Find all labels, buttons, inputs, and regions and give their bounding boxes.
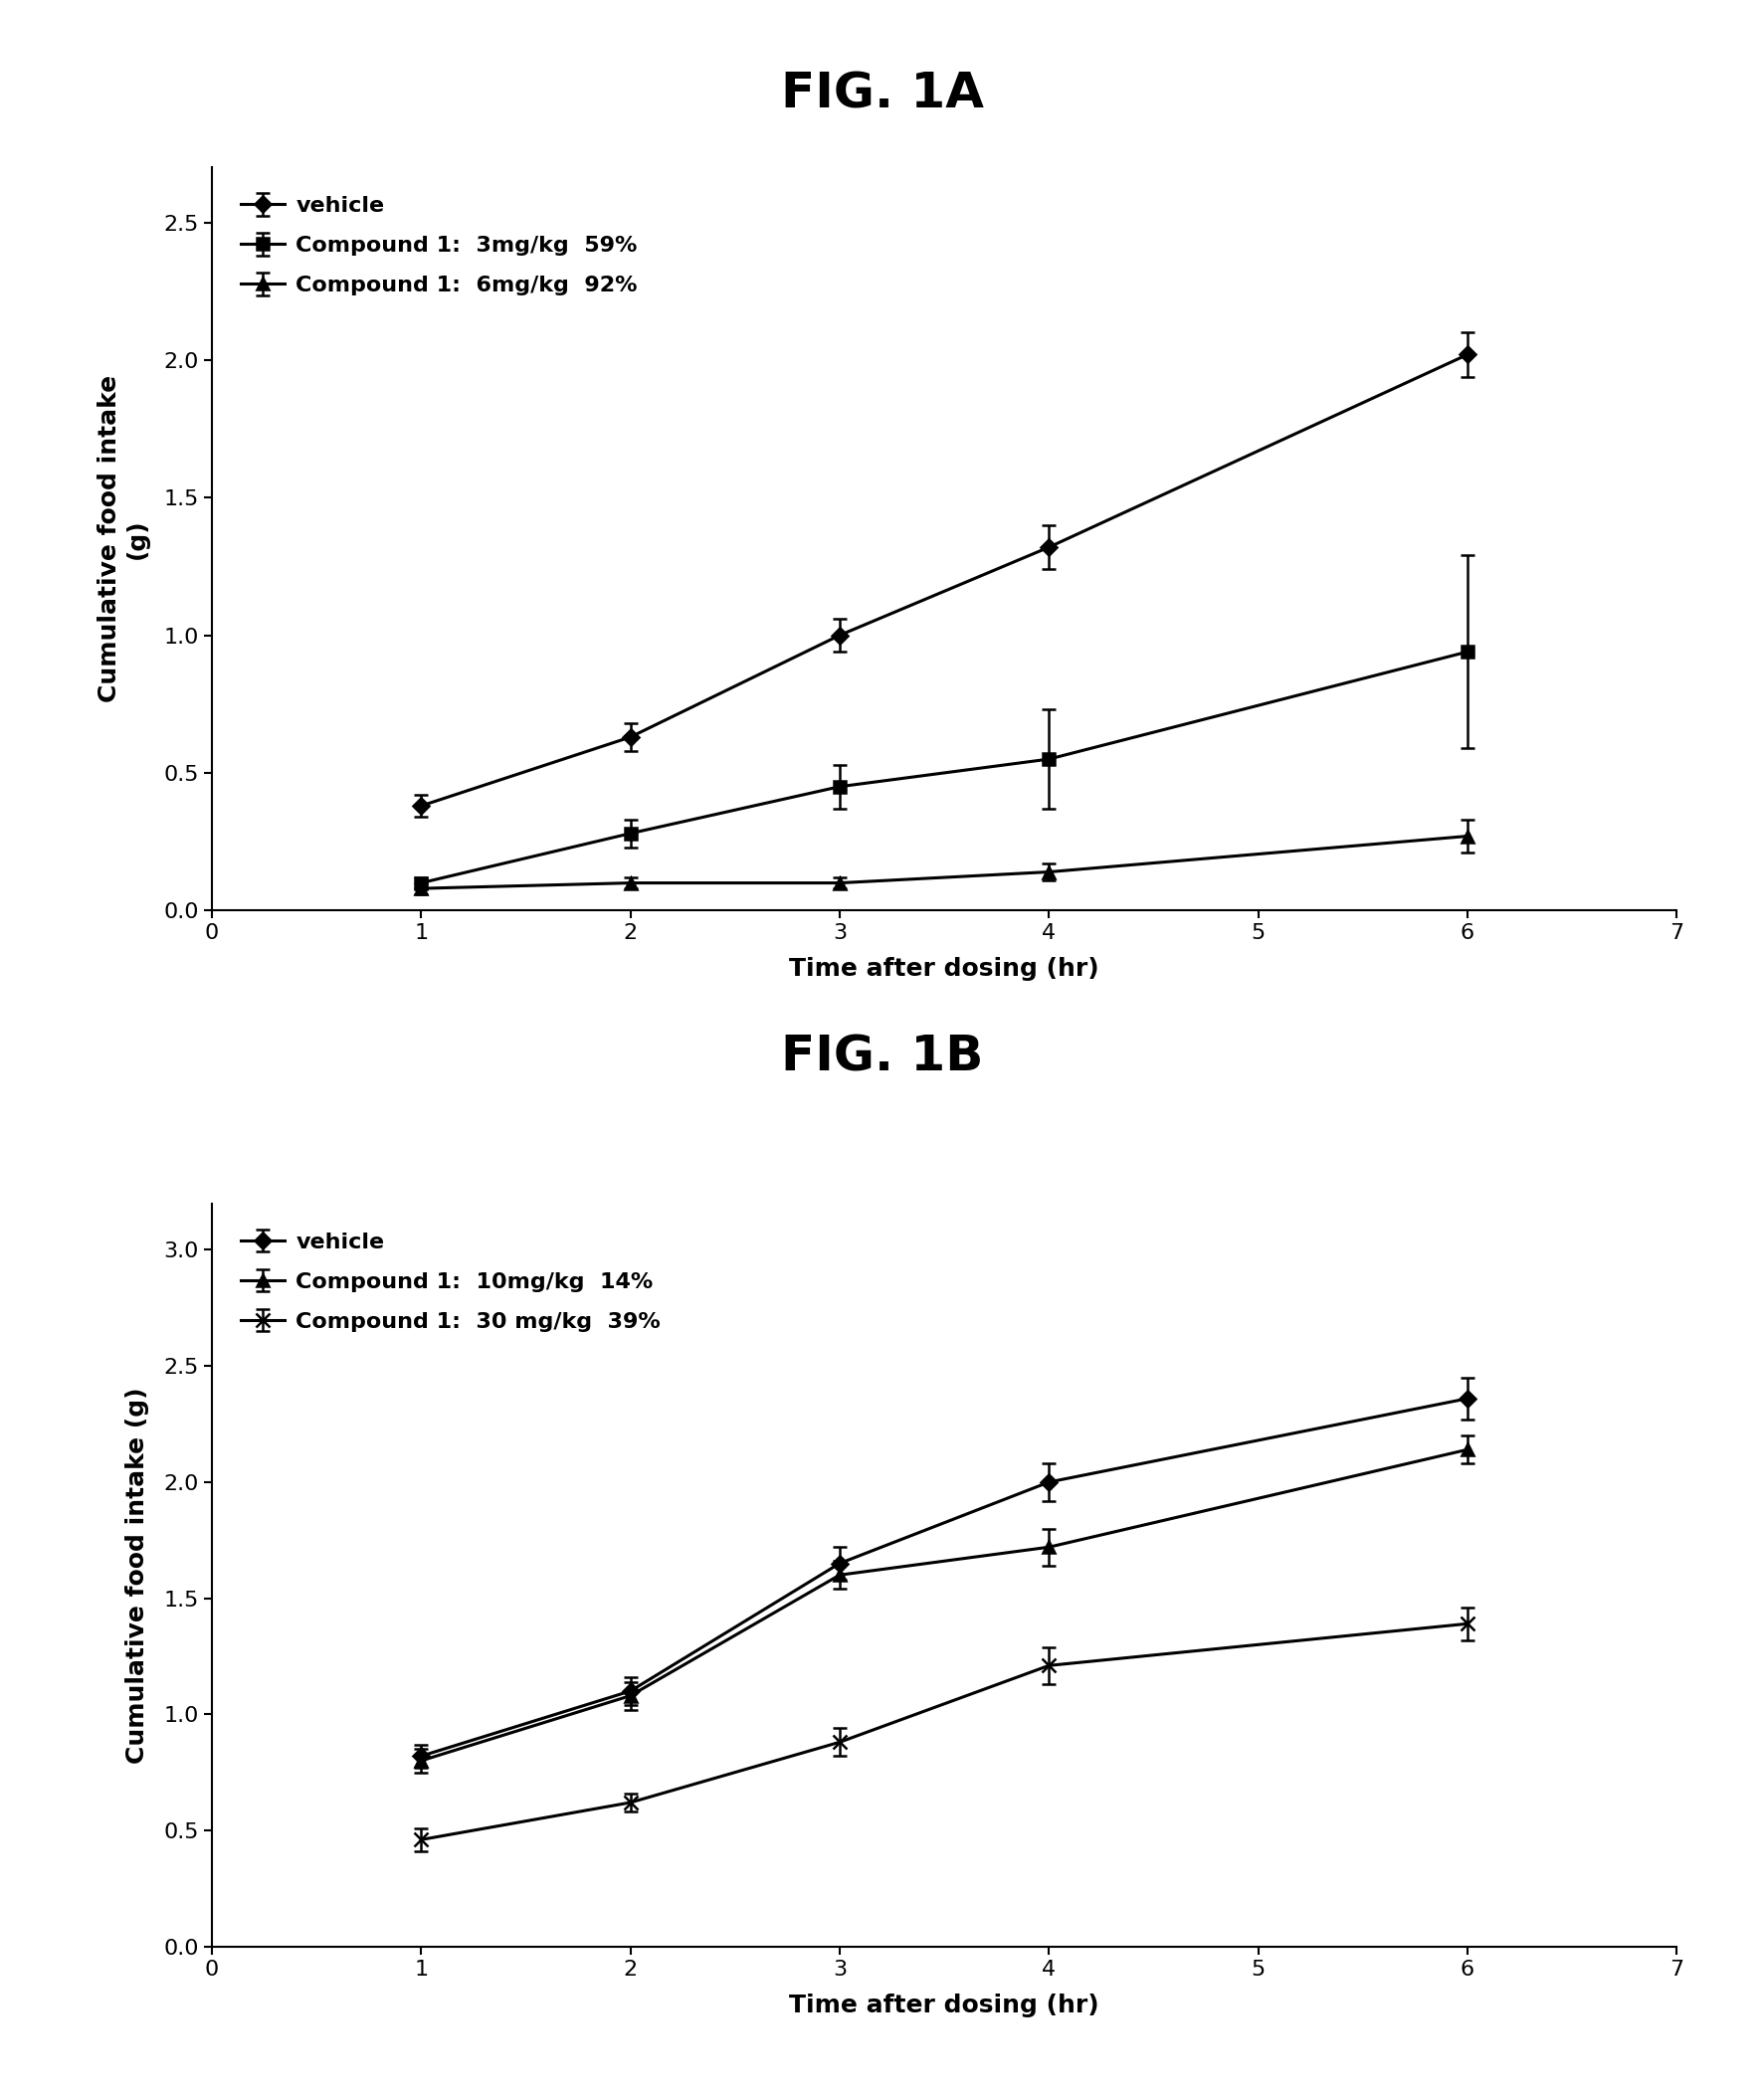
Y-axis label: Cumulative food intake (g): Cumulative food intake (g) <box>125 1388 150 1762</box>
Legend: vehicle, Compound 1:  10mg/kg  14%, Compound 1:  30 mg/kg  39%: vehicle, Compound 1: 10mg/kg 14%, Compou… <box>222 1214 677 1350</box>
Text: FIG. 1A: FIG. 1A <box>781 71 983 117</box>
Text: FIG. 1B: FIG. 1B <box>781 1034 983 1080</box>
X-axis label: Time after dosing (hr): Time after dosing (hr) <box>789 1993 1099 2018</box>
X-axis label: Time after dosing (hr): Time after dosing (hr) <box>789 957 1099 982</box>
Legend: vehicle, Compound 1:  3mg/kg  59%, Compound 1:  6mg/kg  92%: vehicle, Compound 1: 3mg/kg 59%, Compoun… <box>222 178 654 314</box>
Y-axis label: Cumulative food intake
(g): Cumulative food intake (g) <box>99 375 150 703</box>
